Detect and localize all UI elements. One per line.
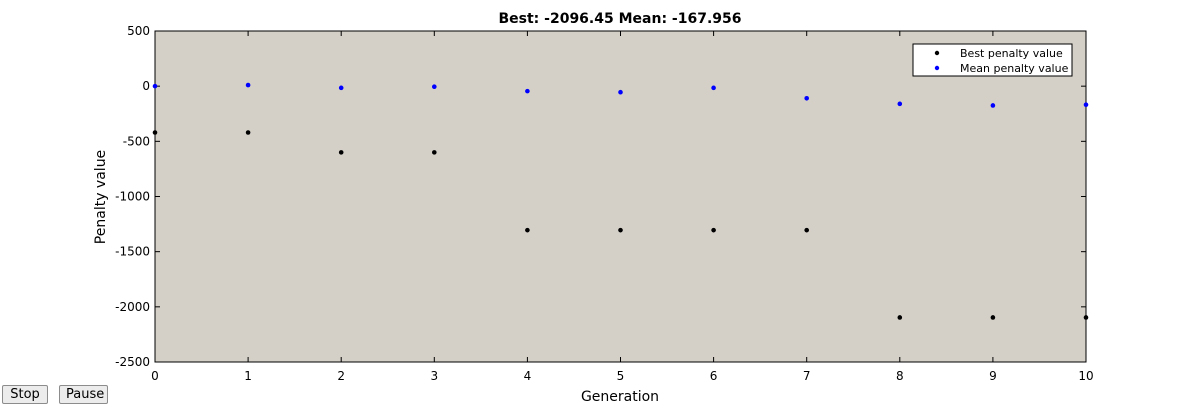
legend-label-best: Best penalty value [960, 47, 1063, 60]
x-axis: 0 1 2 3 4 5 6 7 8 9 10 [151, 31, 1094, 383]
pause-button[interactable]: Pause [59, 385, 108, 404]
mean-penalty-point [152, 83, 158, 89]
chart-title: Best: -2096.45 Mean: -167.956 [498, 11, 741, 27]
best-penalty-point [1083, 315, 1089, 320]
legend-marker-best [934, 50, 940, 56]
x-tick-label: 0 [151, 369, 159, 383]
x-tick-label: 9 [989, 369, 997, 383]
x-tick-label: 5 [617, 369, 625, 383]
x-tick-label: 1 [244, 369, 252, 383]
y-tick-label: -2000 [115, 300, 150, 314]
legend-marker-mean [934, 65, 940, 71]
x-tick-label: 4 [524, 369, 532, 383]
x-tick-label: 3 [430, 369, 438, 383]
mean-penalty-point [618, 89, 623, 95]
y-axis-label: Penalty value [93, 150, 109, 244]
legend: Best penalty value Mean penalty value [912, 43, 1073, 77]
best-penalty-point [804, 227, 809, 233]
mean-penalty-point [897, 101, 903, 107]
legend-box [912, 43, 1073, 77]
y-tick-label: 500 [127, 24, 150, 38]
data-points [152, 82, 1089, 320]
best-penalty-point [990, 315, 996, 320]
mean-penalty-point [990, 103, 996, 108]
x-tick-label: 2 [337, 369, 345, 383]
best-penalty-point [897, 315, 903, 320]
y-tick-label: 0 [142, 79, 150, 93]
mean-penalty-point [804, 96, 809, 101]
plot-area [154, 30, 1087, 363]
x-axis-label: Generation [581, 389, 659, 405]
legend-label-mean: Mean penalty value [960, 62, 1069, 75]
x-tick-label: 7 [803, 369, 811, 383]
mean-penalty-point [245, 82, 251, 88]
y-tick-label: -500 [123, 134, 150, 148]
best-penalty-point [618, 227, 623, 233]
stop-button[interactable]: Stop [2, 385, 48, 404]
y-tick-label: -2500 [115, 355, 150, 369]
mean-penalty-point [1083, 102, 1089, 107]
best-penalty-point [338, 150, 344, 155]
x-tick-label: 10 [1078, 369, 1093, 383]
y-tick-label: -1500 [115, 245, 150, 259]
best-penalty-point [711, 227, 716, 233]
mean-penalty-point [711, 85, 716, 91]
best-penalty-point [152, 130, 158, 135]
mean-penalty-point [338, 85, 344, 91]
best-penalty-point [245, 130, 251, 135]
mean-penalty-point [432, 84, 437, 90]
y-axis: 500 0 -500 -1000 -1500 -2000 -2500 [115, 24, 1086, 369]
x-tick-label: 8 [896, 369, 904, 383]
mean-penalty-point [525, 88, 530, 94]
x-tick-label: 6 [710, 369, 718, 383]
best-penalty-point [525, 227, 530, 233]
best-penalty-point [432, 150, 437, 155]
y-tick-label: -1000 [115, 190, 150, 204]
